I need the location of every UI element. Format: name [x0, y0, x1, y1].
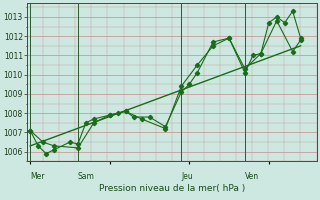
Text: Jeu: Jeu [181, 172, 193, 181]
Text: Mer: Mer [30, 172, 45, 181]
Text: Ven: Ven [245, 172, 259, 181]
Text: Sam: Sam [78, 172, 95, 181]
X-axis label: Pression niveau de la mer( hPa ): Pression niveau de la mer( hPa ) [99, 184, 245, 193]
